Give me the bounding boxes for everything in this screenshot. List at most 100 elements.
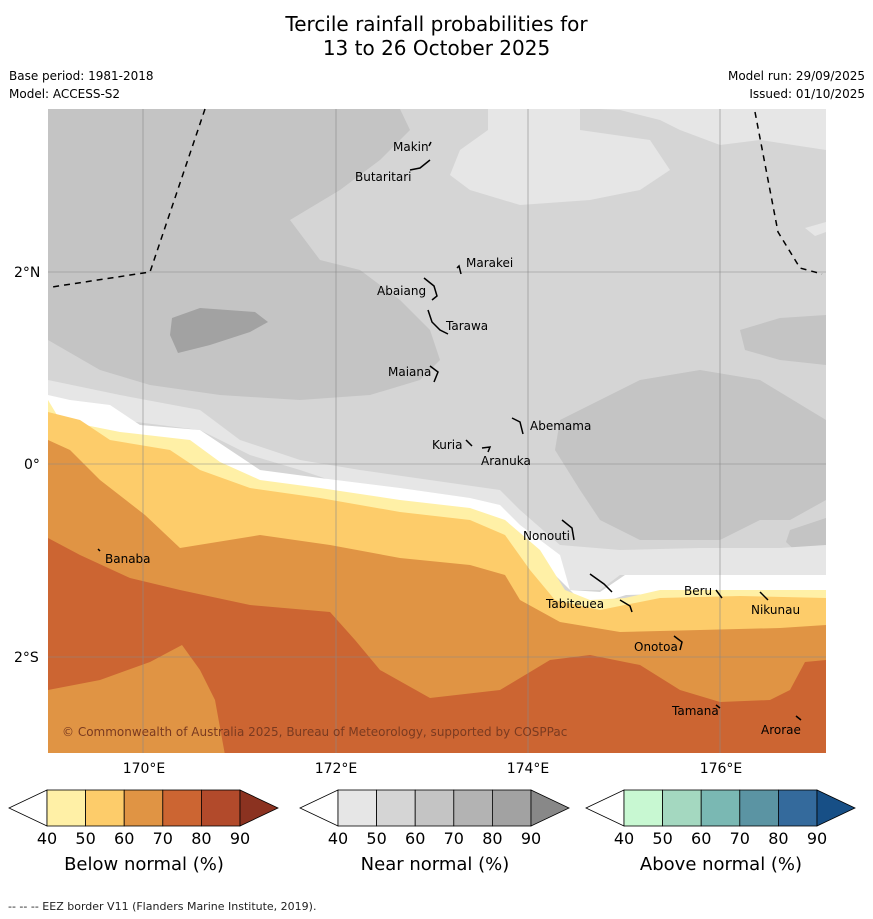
issued-date: Issued: 01/10/2025: [749, 87, 865, 101]
makin-outline: [428, 141, 432, 147]
colorbar-above-under-triangle: [585, 789, 625, 827]
label-tarawa: Tarawa: [445, 319, 488, 333]
butaritari-outline: [409, 159, 431, 171]
tabiteuea-outline: [589, 573, 633, 613]
no-signal-band: [48, 395, 826, 600]
colorbar-near-segment: [491, 789, 532, 827]
colorbar-below-over-triangle: [239, 789, 279, 827]
label-makin: Makin: [393, 140, 429, 154]
title-line-1: Tercile rainfall probabilities for: [285, 12, 588, 36]
label-banaba: Banaba: [105, 552, 151, 566]
tarawa-outline: [427, 309, 449, 335]
colorbar-near-under-triangle: [299, 789, 339, 827]
colorbar-below-segment: [46, 789, 86, 827]
colorbar-near-tick-label: 40: [327, 829, 349, 848]
colorbar-near-label: Near normal (%): [360, 854, 510, 875]
graticule: [48, 109, 826, 753]
lon-label-176: 176°E: [700, 761, 743, 777]
label-kuria: Kuria: [432, 438, 463, 452]
copyright-text: © Commonwealth of Australia 2025, Bureau…: [62, 725, 567, 739]
colorbar-below-tick-label: 80: [191, 829, 212, 848]
colorbar-below-segment: [200, 789, 241, 827]
colorbar-below-label: Below normal (%): [64, 854, 224, 875]
arorae-outline: [795, 715, 802, 721]
colorbar-above-segment: [623, 789, 663, 827]
near-normal-40-region-north: [450, 109, 670, 205]
near-normal-60-region-east: [555, 370, 826, 540]
aranuka-outline: [481, 446, 492, 453]
colorbar-near-segment: [414, 789, 455, 827]
marakei-outline: [456, 264, 462, 275]
label-tamana: Tamana: [671, 704, 719, 718]
colorbar-below-tick-label: 90: [229, 829, 251, 848]
colorbar-below-tick-label: 60: [114, 829, 135, 848]
abaiang-outline: [423, 277, 438, 301]
colorbar-below-tick-label: 40: [36, 829, 58, 848]
colorbar-above-over-triangle: [816, 789, 856, 827]
colorbar-above-segment: [739, 789, 779, 827]
colorbar-below-normal: [8, 789, 279, 827]
colorbar-above-normal: [585, 789, 856, 827]
tamana-outline: [715, 704, 721, 709]
base-period: Base period: 1981-2018: [9, 69, 154, 83]
label-abaiang: Abaiang: [377, 284, 426, 298]
lat-label-0: 0°: [24, 457, 40, 473]
model-name: Model: ACCESS-S2: [9, 87, 121, 101]
colorbar-below-tick-label: 50: [75, 829, 96, 848]
lon-label-170: 170°E: [123, 761, 166, 777]
below-normal-70-region: [48, 538, 826, 753]
label-abemama: Abemama: [530, 419, 591, 433]
colorbar-above-segment: [662, 789, 702, 827]
label-maiana: Maiana: [388, 365, 431, 379]
colorbar-above-tick-label: 90: [806, 829, 828, 848]
below-normal-60-region-sw: [48, 645, 225, 753]
colorbar-above-label: Above normal (%): [639, 854, 803, 875]
nonouti-outline: [561, 519, 575, 541]
near-normal-40-band: [48, 380, 826, 590]
colorbar-above-tick-label: 50: [652, 829, 673, 848]
near-normal-40-region: [530, 109, 826, 150]
eez-border-east: [754, 111, 823, 275]
colorbar-near-segment: [453, 789, 493, 827]
near-normal-80-region: [170, 308, 268, 353]
colorbar-above-segment: [700, 789, 741, 827]
label-nonouti: Nonouti: [523, 529, 570, 543]
label-beru: Beru: [684, 584, 712, 598]
colorbar-below-tick-label: 70: [152, 829, 173, 848]
label-aranuka: Aranuka: [481, 454, 531, 468]
colorbar-below-under-triangle: [8, 789, 48, 827]
title-line-2: 13 to 26 October 2025: [322, 36, 551, 60]
longitude-labels: 170°E 172°E 174°E 176°E: [123, 761, 743, 777]
latitude-labels: 2°N 0° 2°S: [14, 265, 40, 666]
colorbar-near-segment: [337, 789, 377, 827]
eez-footnote: -- -- -- EEZ border V11 (Flanders Marine…: [8, 900, 317, 913]
onotoa-outline: [673, 635, 683, 651]
colorbar-near-segment: [376, 789, 416, 827]
lon-label-174: 174°E: [507, 761, 550, 777]
colorbar-near-normal: [299, 789, 570, 827]
island-labels: Makin Butaritari Marakei Abaiang Tarawa …: [105, 140, 801, 737]
colorbar-above-tick-label: 40: [613, 829, 635, 848]
label-marakei: Marakei: [466, 256, 513, 270]
near-normal-60-region-ne: [740, 315, 826, 365]
colorbar-above-tick-label: 70: [729, 829, 750, 848]
eez-border-west: [51, 108, 206, 288]
map-fill-layer: [48, 109, 826, 753]
colorbar-near-tick-label: 70: [443, 829, 464, 848]
abemama-outline: [511, 417, 524, 435]
colorbar-below-segment: [85, 789, 125, 827]
beru-outline: [715, 589, 723, 599]
maiana-outline: [429, 365, 439, 383]
colorbar-near-tick-label: 60: [405, 829, 426, 848]
lat-label-2n: 2°N: [14, 265, 40, 281]
model-run: Model run: 29/09/2025: [727, 69, 865, 83]
label-arorae: Arorae: [761, 723, 801, 737]
colorbar-near-tick-label: 90: [520, 829, 542, 848]
near-normal-40-region-ne: [805, 222, 826, 236]
colorbar-below-segment: [162, 789, 202, 827]
nikunau-outline: [759, 591, 769, 601]
colorbar-above-segment: [778, 789, 818, 827]
label-butaritari: Butaritari: [355, 170, 412, 184]
island-outlines: [97, 141, 802, 721]
